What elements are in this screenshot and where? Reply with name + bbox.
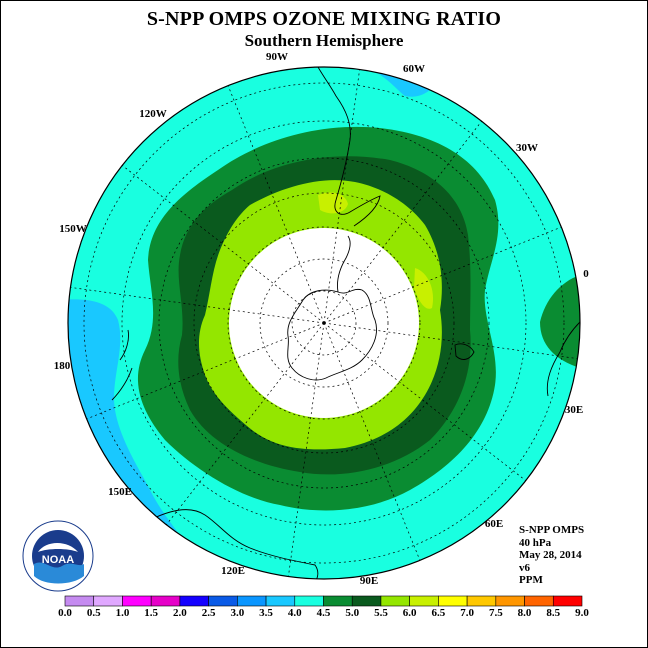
lon-label-90w: 90W — [266, 51, 288, 63]
meridian-line — [323, 322, 422, 565]
colorbar-swatch — [438, 595, 468, 607]
meridian-line — [323, 322, 530, 484]
map-subtitle: Southern Hemisphere — [244, 31, 404, 50]
ozone-contour-5-5-a — [318, 192, 348, 214]
map-border — [67, 66, 581, 580]
colorbar-tick-label: 2.5 — [201, 607, 216, 619]
colorbar-swatch — [93, 595, 123, 607]
south-pole-marker — [322, 321, 326, 325]
colorbar-swatch — [294, 595, 324, 607]
map-title: S-NPP OMPS OZONE MIXING RATIO — [146, 8, 502, 30]
colorbar-tick-label: 1.5 — [144, 607, 159, 619]
colorbar-swatch — [552, 595, 583, 607]
meridian-line — [323, 67, 361, 324]
meridian-line — [118, 162, 325, 324]
info-level: 40 hPa — [519, 536, 552, 549]
lon-label-0: 0 — [583, 268, 589, 280]
colorbar-tick-label: 3.5 — [259, 607, 273, 619]
colorbar-swatch — [380, 595, 410, 607]
colorbar-tick-label: 1.0 — [115, 607, 130, 619]
info-units: PPM — [519, 574, 543, 586]
meridian-line — [323, 322, 580, 360]
colorbar-swatch — [150, 595, 181, 607]
lon-label-30e: 30E — [564, 404, 584, 416]
colorbar-tick-label: 0.0 — [58, 607, 72, 619]
lon-label-180: 180 — [53, 360, 71, 372]
colorbar-tick-label: 9.0 — [575, 607, 589, 619]
colorbar-tick-label: 6.5 — [431, 607, 446, 619]
colorbar-swatch — [122, 595, 152, 607]
lon-label-150e: 150E — [108, 486, 132, 498]
colorbar-swatch — [64, 595, 95, 607]
lon-label-120w: 120W — [139, 108, 167, 120]
colorbar-tick-label: 6.0 — [402, 607, 417, 619]
ozone-contour-5-5-b — [414, 268, 434, 309]
meridian-line — [323, 117, 485, 324]
info-instrument: S-NPP OMPS — [519, 524, 585, 536]
lon-label-60w: 60W — [403, 63, 425, 75]
colorbar-tick-label: 7.5 — [488, 607, 503, 619]
meridian-line — [287, 322, 325, 579]
info-block: S-NPP OMPS 40 hPa May 28, 2014 v6 PPM — [519, 524, 584, 587]
colorbar-tick-label: 2.0 — [173, 607, 187, 619]
colorbar-tick-label: 4.0 — [287, 607, 302, 619]
colorbar-tick-label: 0.5 — [86, 607, 101, 619]
lon-label-90e: 90E — [359, 575, 379, 587]
info-version: v6 — [519, 561, 530, 574]
colorbar-tick-label: 7.0 — [460, 607, 474, 619]
lon-label-150w: 150W — [59, 223, 87, 235]
colorbar-swatch — [208, 595, 238, 607]
colorbar-tick-label: 8.0 — [517, 607, 532, 619]
colorbar-swatch — [409, 595, 439, 607]
meridian-line — [226, 81, 325, 324]
colorbar-swatch — [237, 595, 267, 607]
colorbar-swatch — [265, 595, 296, 607]
meridian-line — [323, 225, 566, 324]
lon-label-60e: 60E — [484, 518, 504, 530]
info-date: May 28, 2014 — [519, 549, 582, 561]
graticule — [68, 67, 580, 579]
meridian-line — [68, 286, 325, 324]
meridian-line — [163, 322, 325, 529]
colorbar-swatch — [351, 595, 382, 607]
lon-label-30w: 30W — [516, 142, 538, 154]
colorbar-swatch — [495, 595, 525, 607]
colorbar-tick-label: 5.0 — [345, 607, 360, 619]
colorbar-tick-label: 3.0 — [230, 607, 245, 619]
colorbar-swatch — [466, 595, 497, 607]
lon-label-120e: 120E — [221, 565, 245, 577]
logo-text: NOAA — [42, 554, 74, 566]
coastlines — [111, 67, 580, 579]
colorbar-tick-label: 8.5 — [546, 607, 561, 619]
ozone-contour-4-0-east — [540, 275, 580, 368]
colorbar-tick-label: 4.5 — [316, 607, 331, 619]
colorbar-swatch — [323, 595, 353, 607]
meridian-line — [82, 322, 325, 421]
noaa-seal-icon: NOAA — [22, 520, 94, 592]
colorbar-tick-label: 5.5 — [374, 607, 388, 619]
colorbar-swatch — [179, 595, 209, 607]
colorbar-swatch — [524, 595, 554, 607]
